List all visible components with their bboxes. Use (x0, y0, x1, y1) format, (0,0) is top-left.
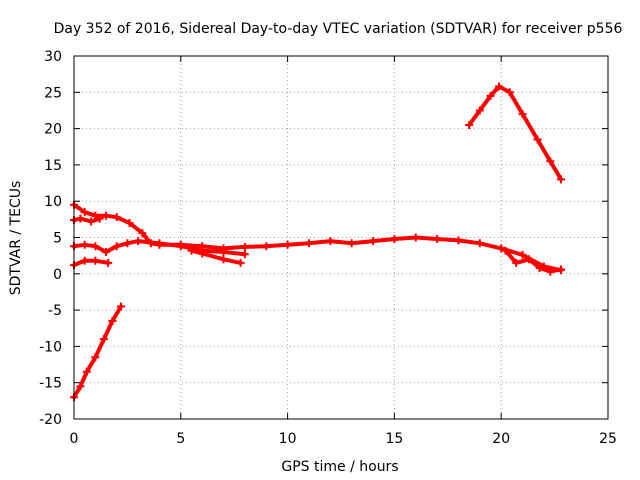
y-tick-label: -20 (39, 412, 62, 428)
y-tick-label: 15 (44, 158, 62, 174)
data-point (262, 242, 271, 251)
data-point (369, 237, 378, 246)
data-point (304, 239, 313, 248)
data-point (176, 242, 185, 251)
data-point (390, 234, 399, 243)
data-point (102, 248, 111, 257)
data-point (533, 135, 542, 144)
y-tick-label: -5 (48, 303, 62, 319)
data-point (198, 249, 207, 258)
data-point (138, 229, 147, 238)
y-tick-label: -15 (39, 376, 62, 392)
data-point (546, 157, 555, 166)
data-point (486, 91, 495, 100)
data-point (535, 263, 544, 272)
data-point (116, 302, 125, 311)
data-point (219, 255, 228, 264)
data-point (91, 242, 100, 251)
grid (74, 56, 608, 419)
data-point (347, 239, 356, 248)
data-point (433, 234, 442, 243)
data-point (76, 214, 85, 223)
data-point (80, 208, 89, 217)
series-track-d (72, 258, 111, 268)
data-point (501, 246, 510, 255)
data-point (82, 367, 91, 376)
data-point (236, 258, 245, 267)
x-tick-label: 5 (176, 431, 185, 447)
data-point (546, 267, 555, 276)
x-tick-label: 0 (70, 431, 79, 447)
data-point (505, 88, 514, 97)
data-point (125, 218, 134, 227)
data-point (104, 258, 113, 267)
data-point (454, 236, 463, 245)
data-point (76, 382, 85, 391)
data-point (112, 213, 121, 222)
data-point (102, 211, 111, 220)
data-point (465, 120, 474, 129)
data-point (326, 237, 335, 246)
data-point (80, 256, 89, 265)
data-point (557, 265, 566, 274)
x-axis-label: GPS time / hours (281, 459, 398, 475)
axis-ticks: 0 5 10 15 20 25 -20 -15 -10 -5 0 5 10 15 20 25 30 (39, 49, 617, 447)
data-point (512, 258, 521, 267)
data-point (240, 250, 249, 259)
y-tick-label: -10 (39, 339, 62, 355)
data-point (108, 316, 117, 325)
y-tick-label: 20 (44, 122, 62, 138)
data-point (187, 246, 196, 255)
y-tick-label: 5 (53, 231, 62, 247)
chart-title: Day 352 of 2016, Sidereal Day-to-day VTE… (54, 21, 623, 37)
data-point (134, 237, 143, 246)
y-tick-label: 0 (53, 267, 62, 283)
data-point (155, 239, 164, 248)
x-tick-label: 15 (385, 431, 403, 447)
data-point (240, 242, 249, 251)
x-tick-label: 10 (279, 431, 297, 447)
x-tick-label: 25 (599, 431, 617, 447)
y-tick-label: 25 (44, 85, 62, 101)
y-axis-label: SDTVAR / TECUs (8, 181, 24, 296)
series-track-a (72, 202, 563, 273)
data-point (80, 240, 89, 249)
data-point (95, 214, 104, 223)
y-tick-label: 10 (44, 194, 62, 210)
data-point (91, 353, 100, 362)
x-tick-label: 20 (492, 431, 510, 447)
data-point (411, 233, 420, 242)
data-point (524, 255, 533, 264)
series-track-e (189, 248, 243, 265)
data-point (283, 240, 292, 249)
data-point (475, 239, 484, 248)
data-point (497, 244, 506, 253)
data-point (99, 335, 108, 344)
data-point (475, 106, 484, 115)
y-tick-label: 30 (44, 49, 62, 65)
data-point (91, 256, 100, 265)
data-point (557, 175, 566, 184)
data-point (495, 82, 504, 91)
data-point (87, 217, 96, 226)
data-point (518, 110, 527, 119)
data-point (112, 242, 121, 251)
data-point (518, 250, 527, 259)
data-point (123, 239, 132, 248)
data-point (219, 248, 228, 257)
